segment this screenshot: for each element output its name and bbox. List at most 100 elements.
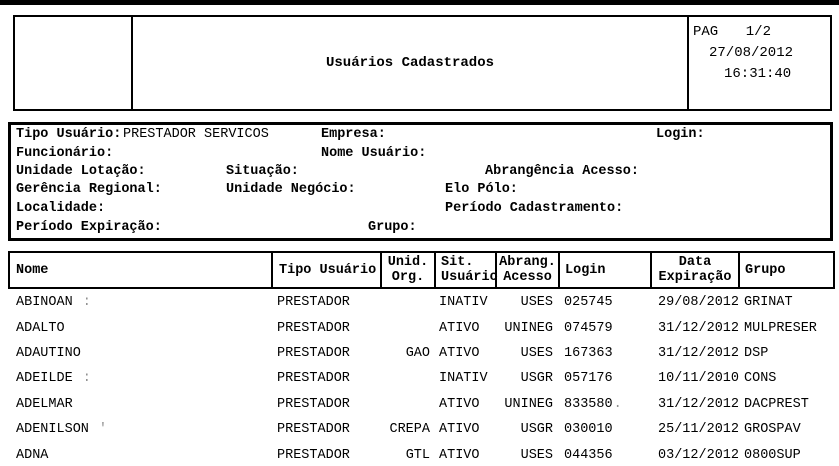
cell-text: 057176 [564,371,613,387]
cell-text: GAO [405,345,430,361]
filter-label-gerencia-regional: Gerência Regional: [16,182,162,197]
cell-text: 25/11/2012 [658,422,740,438]
column-header: Nome [10,253,273,287]
cell-login: 167363 [558,346,650,361]
cell-data: 25/11/2012 [650,422,740,438]
cell-unid: GTL [380,448,434,463]
cell-data: 03/12/2012 [650,448,739,463]
cell-text: PRESTADOR [277,371,350,387]
filter-label-empresa: Empresa: [321,127,386,142]
cell-sit: ATIVO [434,448,495,463]
table-row: ADAUTINO PRESTADOR GAO ATIVO USES 167363 31/12… [8,341,835,366]
cell-nome: ADENILSON ' [8,422,271,437]
cell-nome: ADAUTINO [8,346,271,361]
redaction-mark: : [82,371,91,387]
cell-nome: ADELMAR [8,397,271,412]
cell-text: 29/08/2012 [658,295,740,311]
cell-data: 31/12/2012 [650,397,739,412]
column-header: Sit. Usuário [436,253,498,287]
cell-text: USES [520,447,553,463]
cell-login: 074579 [558,321,650,336]
filter-label-login: Login: [656,127,705,142]
cell-text: ADEILDE [16,371,73,387]
cell-text: GROSPAV [744,422,801,438]
filter-label-unidade-negocio: Unidade Negócio: [226,182,356,197]
cell-login: 030010 [558,422,650,437]
cell-login: 057176 [558,371,650,386]
redaction-mark: . [613,396,622,412]
table-body: ABINOAN: PRESTADOR INATIV USES 025745 29/08/2… [8,290,835,466]
cell-text: CREPA [389,422,430,438]
cell-sit: ATIVO [434,346,495,361]
column-header: Data Expiração [652,253,740,287]
logo-cell [15,17,133,109]
cell-abrang: USES [495,448,558,463]
cell-text: ATIVO [439,396,480,412]
cell-text: DACPREST [744,396,809,412]
cell-nome: ABINOAN: [8,295,271,310]
table-row: ADNA PRESTADOR GTL ATIVO USES 044356 03/12/201… [8,442,835,466]
report-date: 27/08/2012 [709,45,794,61]
cell-grupo: MULPRESER [738,321,835,336]
cell-text: ATIVO [439,422,480,438]
column-header: Abrang. Acesso [497,253,560,287]
cell-text: USGR [520,422,553,438]
cell-nome: ADALTO [8,321,271,336]
page-number: 1/2 [745,24,771,40]
cell-tipo: PRESTADOR [271,448,380,463]
table-header: Nome Tipo Usuário Unid. Org. Sit. Usuário Ab… [8,251,835,289]
cell-text: 31/12/2012 [658,345,740,361]
filter-label-situacao: Situação: [226,164,299,179]
cell-text: 0800SUP [744,447,801,463]
cell-sit: ATIVO [434,321,495,336]
table-row: ADENILSON ' PRESTADOR CREPA ATIVO USGR 030010 2… [8,417,835,442]
cell-tipo: PRESTADOR [271,397,380,412]
cell-text: PRESTADOR [277,396,350,412]
cell-tipo: PRESTADOR [271,422,380,437]
cell-grupo: GROSPAV [738,422,835,437]
cell-abrang: USES [495,346,558,361]
cell-abrang: USGR [495,371,558,386]
top-bar-divider [0,0,839,5]
cell-login: 025745 [558,295,650,310]
cell-text: 31/12/2012 [658,320,740,336]
cell-text: INATIV [439,371,488,387]
page-meta: PAG 1/2 27/08/2012 16:31:40 [687,17,830,109]
cell-login: 044356 [558,448,650,463]
cell-text: ABINOAN [16,295,73,311]
table-row: ADELMAR PRESTADOR ATIVO UNINEG 833580. 31/12/… [8,392,835,417]
cell-grupo: GRINAT [738,295,835,310]
cell-text: 833580 [564,396,613,412]
cell-sit: INATIV [434,371,495,386]
report-time: 16:31:40 [724,66,792,82]
cell-unid: GAO [380,346,434,361]
cell-text: ADNA [16,447,49,463]
cell-text: CONS [744,371,777,387]
cell-abrang: USGR [495,422,558,437]
cell-grupo: DACPREST [738,397,835,412]
column-header: Grupo [745,262,786,278]
cell-text: PRESTADOR [277,422,350,438]
cell-grupo: 0800SUP [738,448,835,463]
filter-label-periodo-expiracao: Período Expiração: [16,220,162,235]
cell-text: ADELMAR [16,396,73,412]
cell-tipo: PRESTADOR [271,321,380,336]
redaction-mark: : [82,295,91,311]
cell-tipo: PRESTADOR [271,346,380,361]
cell-sit: ATIVO [434,397,495,412]
column-header: Login [560,253,652,287]
cell-text: ATIVO [439,320,480,336]
filter-label-grupo: Grupo: [368,220,417,235]
cell-text: PRESTADOR [277,345,350,361]
filter-label-abrangencia-acesso: Abrangência Acesso: [485,164,639,179]
cell-abrang: UNINEG [495,397,558,412]
column-header: Unid. Org. [382,253,436,287]
filter-label-localidade: Localidade: [16,201,106,216]
cell-text: ATIVO [439,345,480,361]
filter-label-periodo-cadastramento: Período Cadastramento: [445,201,624,216]
cell-text: 025745 [564,295,613,311]
cell-text: PRESTADOR [277,447,350,463]
table-row: ABINOAN: PRESTADOR INATIV USES 025745 29/08/2… [8,290,835,315]
cell-text: PRESTADOR [277,295,350,311]
table-row: ADALTO PRESTADOR ATIVO UNINEG 074579 31/12/20… [8,315,835,340]
